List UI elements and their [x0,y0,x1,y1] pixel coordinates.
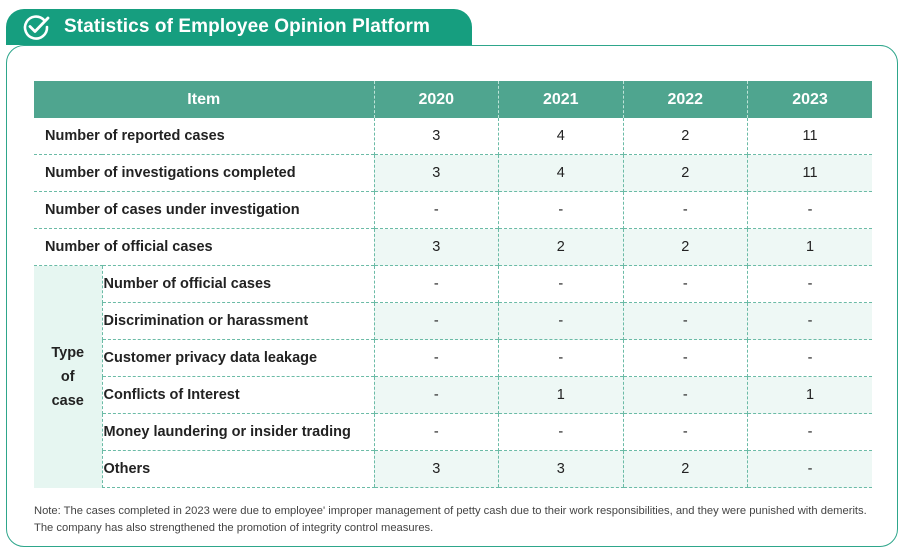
cell-value: 4 [498,154,623,192]
table-row: Customer privacy data leakage - - - - [34,339,872,377]
header-year: 2020 [373,81,499,118]
type-of-case-group-label: Type of case [34,265,102,488]
cell-value: 3 [373,154,499,192]
cell-value: - [747,302,872,340]
row-label: Number of official cases [34,228,374,266]
group-label-line: Type [51,344,85,361]
cell-value: - [498,302,623,340]
check-circle-icon [18,9,54,45]
header-year: 2023 [747,81,872,118]
cell-value: 2 [622,450,748,488]
row-label: Others [101,450,374,488]
cell-value: - [373,339,499,377]
cell-value: 2 [498,228,623,266]
cell-value: 2 [622,154,748,192]
cell-value: - [498,413,623,451]
page-title: Statistics of Employee Opinion Platform [64,16,431,37]
cell-value: - [622,376,748,414]
cell-value: 11 [747,154,872,192]
cell-value: 1 [498,376,623,414]
cell-value: 11 [747,118,872,155]
cell-value: - [747,450,872,488]
row-label: Number of cases under investigation [34,191,374,229]
row-label: Discrimination or harassment [101,302,374,340]
cell-value: 1 [747,228,872,266]
table-row: Number of official cases 3 2 2 1 [34,228,872,266]
cell-value: 3 [373,228,499,266]
table-row: Others 3 3 2 - [34,450,872,488]
cell-value: 2 [622,228,748,266]
row-label: Number of reported cases [45,128,225,144]
cell-value: 3 [373,118,499,155]
cell-value: - [622,302,748,340]
row-label: Customer privacy data leakage [101,339,374,377]
table-row: Type of case Number of official cases - … [34,265,872,488]
cell-value: - [373,413,499,451]
table-row: Money laundering or insider trading - - … [34,413,872,451]
cell-value: - [622,339,748,377]
cell-value: - [622,413,748,451]
table-header-row: Item 2020 2021 2022 2023 [34,81,872,118]
cell-value: - [373,302,499,340]
header-year: 2021 [498,81,623,118]
cell-value: 1 [747,376,872,414]
cell-value: 2 [622,118,748,155]
row-label: Number of official cases [101,265,374,303]
footnote: Note: The cases completed in 2023 were d… [34,505,867,534]
cell-value: - [747,413,872,451]
group-label-line: of [60,368,75,385]
cell-value: - [498,265,623,303]
table-row: Conflicts of Interest - 1 - 1 [34,376,872,414]
group-label-line: case [51,392,84,409]
cell-value: 3 [498,450,623,488]
cell-value: - [622,265,748,303]
title-banner: Statistics of Employee Opinion Platform [6,9,472,45]
cell-value: - [373,376,499,414]
table-row: Number of investigations completed 3 4 2… [34,154,872,192]
table-row: Discrimination or harassment - - - - [34,302,872,340]
cell-value: - [622,191,748,229]
statistics-table: Item 2020 2021 2022 2023 Number of repor… [34,81,872,488]
header-item: Item [34,81,374,118]
cell-value: - [373,191,499,229]
row-label: Conflicts of Interest [101,376,374,414]
cell-value: 3 [373,450,499,488]
row-label: Number of investigations completed [34,154,374,192]
cell-value: - [498,191,623,229]
cell-value: - [498,339,623,377]
statistics-table-wrapper: Item 2020 2021 2022 2023 Number of repor… [34,81,872,488]
cell-value: - [373,265,499,303]
cell-value: 4 [498,118,623,155]
cell-value: - [747,191,872,229]
cell-value: - [747,265,872,303]
table-row: Number of reported cases 3 4 2 11 [34,118,872,155]
header-year: 2022 [622,81,748,118]
cell-value: - [747,339,872,377]
row-label: Money laundering or insider trading [101,413,374,451]
table-row: Number of cases under investigation - - … [34,191,872,229]
